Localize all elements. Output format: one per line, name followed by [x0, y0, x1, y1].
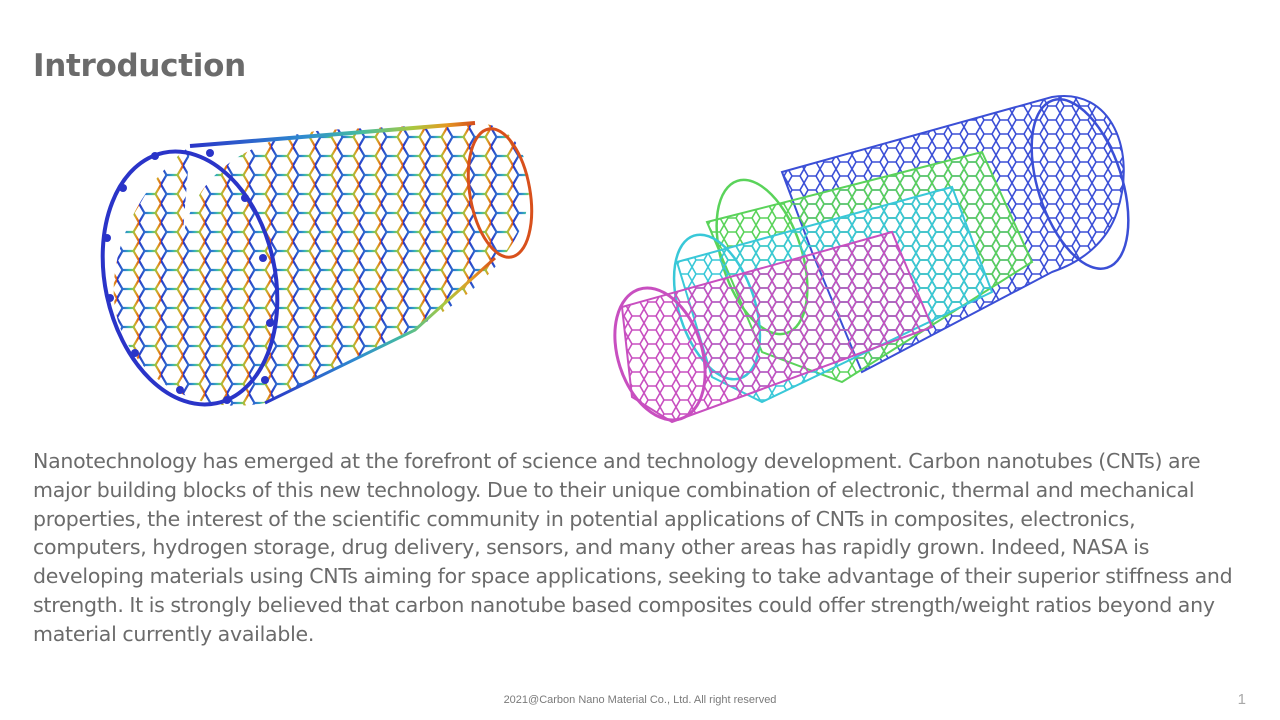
- copyright-footer: 2021@Carbon Nano Material Co., Ltd. All …: [503, 694, 777, 706]
- single-wall-nanotube-image: [100, 121, 534, 407]
- intro-paragraph: Nanotechnology has emerged at the forefr…: [33, 449, 1233, 646]
- multi-wall-nanotube-image: [613, 94, 1130, 424]
- page-number: 1: [1237, 691, 1246, 708]
- slide-title: Introduction: [33, 48, 246, 84]
